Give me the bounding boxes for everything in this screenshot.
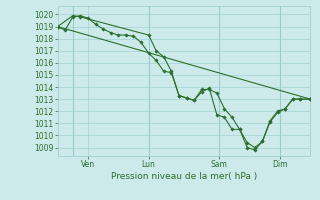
X-axis label: Pression niveau de la mer( hPa ): Pression niveau de la mer( hPa ) <box>111 172 257 181</box>
